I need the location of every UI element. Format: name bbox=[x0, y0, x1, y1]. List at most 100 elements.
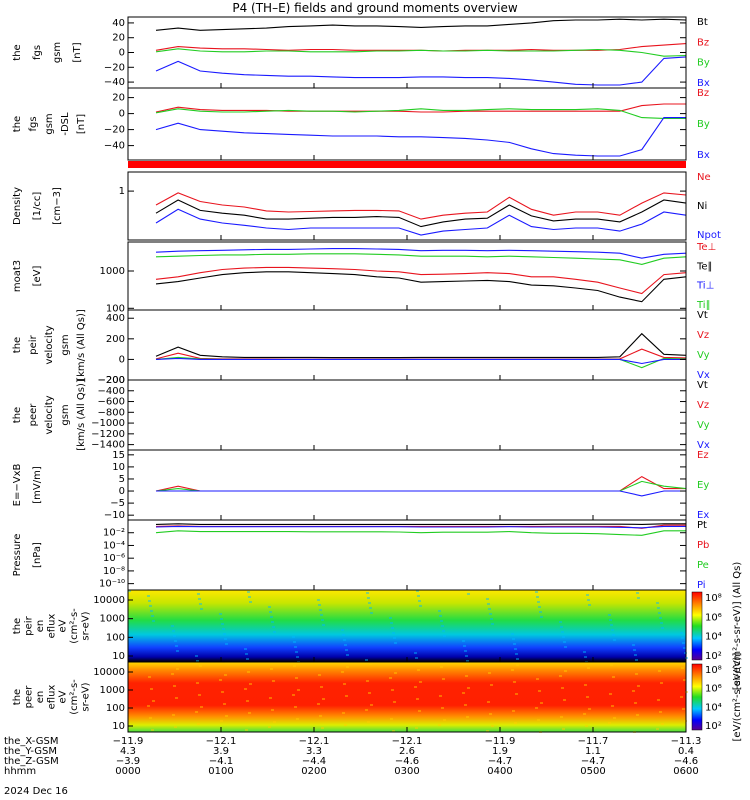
y-axis-label: gsm bbox=[52, 42, 63, 63]
spectrogram-speckle bbox=[369, 607, 372, 609]
spectrogram-speckle bbox=[634, 702, 637, 704]
spectrogram-speckle bbox=[683, 679, 686, 681]
spectrogram-speckle bbox=[225, 643, 228, 645]
spectrogram-speckle bbox=[490, 618, 493, 620]
axis-row-value: −4.4 bbox=[302, 756, 326, 767]
spectrogram-speckle bbox=[219, 613, 222, 615]
axis-row-value: −4.6 bbox=[674, 756, 698, 767]
y-axis-label: eV bbox=[58, 619, 69, 632]
spectrogram-speckle bbox=[514, 722, 517, 724]
spectrogram-speckle bbox=[172, 714, 175, 716]
spectrogram-speckle bbox=[273, 721, 276, 723]
y-axis-label: eV bbox=[58, 690, 69, 703]
spectrogram-speckle bbox=[150, 610, 153, 612]
spectrogram-speckle bbox=[272, 626, 275, 628]
spectrogram-speckle bbox=[438, 610, 441, 612]
spectrogram-speckle bbox=[225, 715, 228, 717]
spectrogram-speckle bbox=[661, 723, 664, 725]
legend-Vx: Vx bbox=[697, 370, 710, 381]
spectrogram-speckle bbox=[536, 678, 539, 680]
spectrogram-speckle bbox=[248, 596, 251, 598]
axis-row-value: −4.7 bbox=[488, 756, 512, 767]
spectrogram-speckle bbox=[612, 676, 615, 678]
spectrogram-speckle bbox=[561, 631, 564, 633]
legend-Te⊥: Te⊥ bbox=[696, 242, 716, 253]
panel-frame bbox=[127, 519, 687, 591]
spectrogram-speckle bbox=[683, 647, 686, 649]
spectrogram-speckle bbox=[441, 625, 444, 627]
panel-frame bbox=[127, 87, 687, 161]
spectrogram-speckle bbox=[147, 705, 150, 707]
colorbar-tick: 10⁸ bbox=[705, 593, 722, 604]
spectrogram-speckle bbox=[198, 694, 201, 696]
series-line-Ey bbox=[155, 480, 687, 492]
spectrogram-speckle bbox=[514, 648, 517, 650]
spectrogram-speckle bbox=[466, 660, 469, 662]
spectrogram-speckle bbox=[438, 724, 441, 726]
spectrogram-speckle bbox=[516, 658, 519, 660]
spectrogram-speckle bbox=[443, 719, 446, 721]
spectrogram-speckle bbox=[637, 597, 640, 599]
spectrogram-speckle bbox=[585, 725, 588, 727]
colorbar-tick: 10² bbox=[705, 721, 722, 732]
y-axis-label: [nPa] bbox=[32, 542, 43, 568]
axis-row-value: 1.9 bbox=[492, 746, 508, 757]
spectrogram-speckle bbox=[221, 691, 224, 693]
spectrogram-speckle bbox=[365, 659, 368, 661]
spectrogram-speckle bbox=[632, 690, 635, 692]
y-tick-label: 10⁻⁶ bbox=[103, 553, 125, 564]
spectrogram-speckle bbox=[635, 673, 638, 675]
y-tick-label: 20 bbox=[112, 93, 125, 104]
y-tick-label: −1400 bbox=[91, 440, 125, 451]
axis-row-value: 0400 bbox=[487, 766, 512, 777]
y-tick-label: −5 bbox=[110, 498, 125, 509]
series-line-Ni bbox=[155, 199, 687, 228]
spectrogram-speckle bbox=[439, 695, 442, 697]
y-axis-label: [cm−3] bbox=[52, 187, 63, 225]
spectrogram-speckle bbox=[392, 730, 395, 732]
spectrogram-speckle bbox=[344, 644, 347, 646]
y-tick-label: −40 bbox=[104, 77, 125, 88]
spectrogram-speckle bbox=[464, 704, 467, 706]
spectrogram-speckle bbox=[419, 605, 422, 607]
axis-row-value: 3.9 bbox=[213, 746, 229, 757]
spectrogram-speckle bbox=[220, 720, 223, 722]
axis-row-value: 3.3 bbox=[306, 746, 322, 757]
spectrogram-speckle bbox=[659, 711, 662, 713]
panel-10: 10⁸ 10⁶ 10⁴ 10² [eV/(cm²-s-sr-eV)] 10000 1000 1… bbox=[12, 652, 743, 741]
spectrogram-speckle bbox=[563, 699, 566, 701]
spectrogram-speckle bbox=[658, 670, 661, 672]
spectrogram-speckle bbox=[681, 637, 684, 639]
spectrogram-speckle bbox=[656, 728, 659, 730]
y-tick-label: 15 bbox=[112, 450, 125, 461]
legend-Vx: Vx bbox=[697, 440, 710, 451]
legend-By: By bbox=[697, 58, 710, 69]
spectrogram-speckle bbox=[223, 703, 226, 705]
y-axis-label: -DSL bbox=[60, 112, 71, 136]
spectrogram-speckle bbox=[661, 627, 664, 629]
spectrogram-speckle bbox=[389, 677, 392, 679]
y-tick-label: −20 bbox=[104, 62, 125, 73]
spectrogram-speckle bbox=[440, 666, 443, 668]
y-axis-label: peer bbox=[23, 685, 34, 709]
spectrogram-speckle bbox=[682, 642, 685, 644]
spectrogram-speckle bbox=[245, 729, 248, 731]
spectrogram-speckle bbox=[128, 590, 131, 592]
axis-row-value: 0000 bbox=[115, 766, 140, 777]
spectrogram-speckle bbox=[172, 630, 175, 632]
spectrogram-speckle bbox=[367, 597, 370, 599]
spectrogram-speckle bbox=[149, 605, 152, 607]
axis-row-value: −11.9 bbox=[485, 736, 516, 747]
spectrogram-speckle bbox=[584, 684, 587, 686]
spectrogram-speckle bbox=[196, 682, 199, 684]
y-tick-label: 40 bbox=[112, 18, 125, 29]
y-axis-label: sr-eV) bbox=[81, 682, 92, 711]
spectrogram-speckle bbox=[346, 654, 349, 656]
spectrogram-speckle bbox=[513, 681, 516, 683]
spectrogram-speckle bbox=[221, 623, 224, 625]
y-axis-label: peir bbox=[28, 334, 39, 354]
spectrogram-speckle bbox=[390, 622, 393, 624]
spectrogram-speckle bbox=[176, 650, 179, 652]
spectrogram-speckle bbox=[442, 630, 445, 632]
